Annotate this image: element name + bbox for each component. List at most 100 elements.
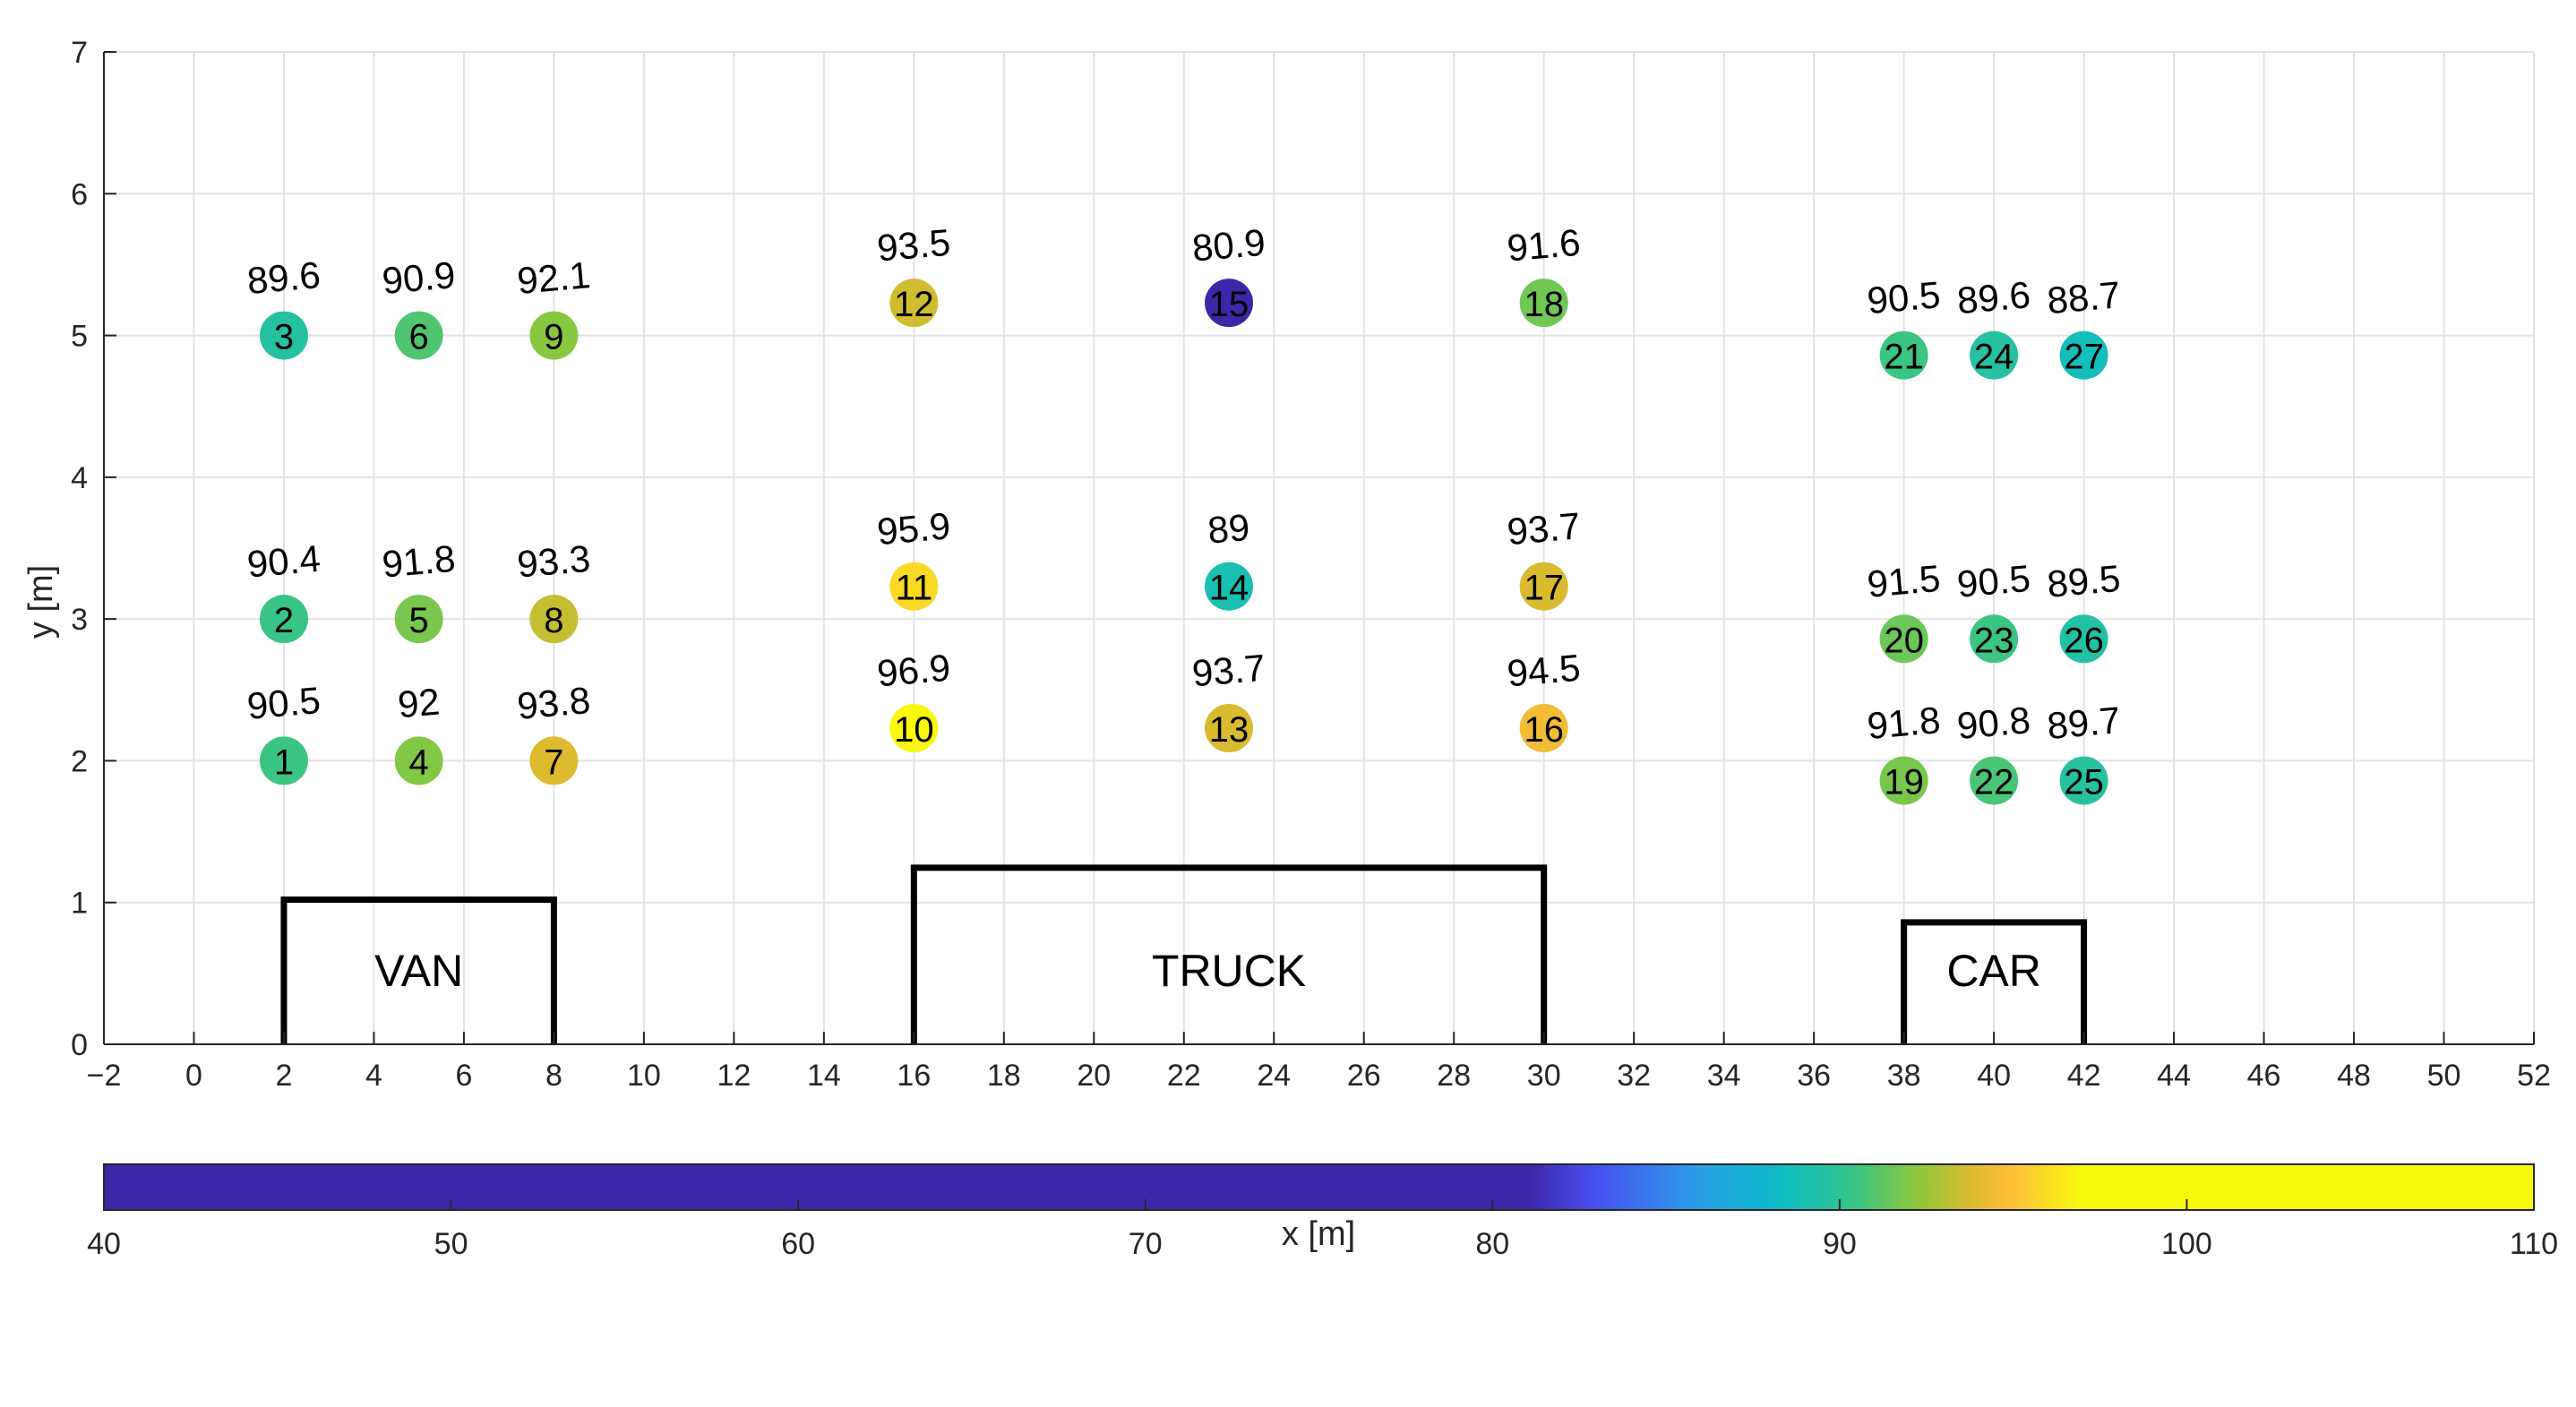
y-tick-label: 0 [71, 1028, 88, 1062]
point-id-label: 27 [2064, 338, 2104, 377]
colorbar-tick-label: 70 [1129, 1227, 1163, 1261]
data-point-14 [1205, 562, 1254, 611]
colorbar-tick-label: 100 [2161, 1227, 2212, 1261]
data-point-12 [889, 279, 939, 328]
point-id-label: 14 [1209, 569, 1249, 608]
data-point-1 [259, 736, 308, 785]
point-value-label: 90.5 [1866, 273, 1943, 322]
point-id-label: 6 [409, 318, 429, 357]
point-id-label: 1 [274, 742, 294, 782]
y-tick-label: 2 [71, 744, 88, 778]
point-value-label: 90.5 [245, 679, 322, 727]
data-point-6 [394, 311, 443, 360]
point-value-label: 94.5 [1506, 647, 1583, 695]
x-tick-label: 22 [1167, 1059, 1201, 1093]
point-id-label: 17 [1524, 569, 1564, 608]
colorbar-tick-label: 110 [2510, 1227, 2558, 1261]
point-value-label: 93.8 [515, 679, 592, 727]
point-value-label: 90.8 [1955, 699, 2032, 747]
x-tick-label: 6 [455, 1059, 472, 1093]
point-value-label: 90.5 [1955, 557, 2032, 605]
point-id-label: 25 [2064, 763, 2104, 802]
data-point-10 [889, 704, 939, 753]
data-point-23 [1970, 614, 2019, 664]
data-point-24 [1970, 330, 2019, 380]
x-tick-label: 14 [807, 1059, 841, 1093]
point-value-label: 89 [1206, 506, 1251, 552]
point-value-label: 93.3 [515, 537, 592, 586]
data-point-5 [394, 595, 443, 644]
point-id-label: 16 [1524, 710, 1564, 750]
data-point-25 [2059, 756, 2108, 805]
y-axis-label: y [m] [22, 565, 60, 639]
x-tick-label: 16 [897, 1059, 931, 1093]
x-tick-label: 24 [1257, 1059, 1291, 1093]
point-id-label: 19 [1884, 763, 1924, 802]
point-value-label: 93.5 [875, 221, 952, 270]
x-tick-label: 50 [2427, 1059, 2461, 1093]
data-point-4 [394, 736, 443, 785]
point-id-label: 23 [1974, 621, 2014, 660]
point-id-label: 26 [2064, 621, 2104, 660]
data-point-3 [259, 311, 308, 360]
point-id-label: 22 [1974, 763, 2014, 802]
point-id-label: 5 [409, 601, 429, 640]
point-id-label: 24 [1974, 338, 2014, 377]
x-tick-label: 48 [2337, 1059, 2371, 1093]
x-tick-label: 32 [1617, 1059, 1651, 1093]
axes: −2 0 2 4 6 8 10 12 14 16 18 20 22 24 26 28 30 32 34 36 38 40 4… [71, 36, 2551, 1093]
point-value-label: 80.9 [1190, 221, 1267, 270]
x-tick-label: 20 [1077, 1059, 1111, 1093]
x-tick-label: 46 [2247, 1059, 2281, 1093]
colorbar-tick-label: 80 [1475, 1227, 1509, 1261]
data-point-15 [1205, 279, 1254, 328]
point-value-label: 90.4 [245, 537, 322, 586]
data-point-13 [1205, 704, 1254, 753]
point-id-label: 10 [894, 710, 934, 750]
point-value-label: 89.7 [2046, 699, 2123, 747]
y-tick-label: 7 [71, 36, 88, 70]
x-tick-label: 30 [1527, 1059, 1561, 1093]
y-tick-label: 1 [71, 887, 88, 921]
point-value-label: 96.9 [875, 647, 952, 695]
point-value-label: 92 [396, 680, 442, 725]
x-tick-label: −2 [87, 1059, 122, 1093]
vehicle-outline-truck [910, 864, 1548, 1044]
x-tick-label: 38 [1887, 1059, 1921, 1093]
data-point-21 [1879, 330, 1928, 380]
point-id-label: 12 [894, 285, 934, 324]
y-tick-label: 6 [71, 177, 88, 211]
point-value-label: 90.9 [381, 253, 458, 302]
colorbar-tick-label: 50 [434, 1227, 468, 1261]
data-point-7 [529, 736, 579, 785]
point-value-label: 91.8 [381, 537, 458, 586]
data-point-2 [259, 595, 308, 644]
colorbar: 40 50 60 70 80 90 100 110 [87, 1163, 2558, 1261]
vehicle-label-van: VAN [374, 946, 463, 996]
colorbar-tick-label: 90 [1823, 1227, 1857, 1261]
x-tick-label: 34 [1707, 1059, 1741, 1093]
x-tick-label: 40 [1977, 1059, 2011, 1093]
point-id-label: 15 [1209, 285, 1249, 324]
data-point-16 [1519, 704, 1568, 753]
x-tick-label: 10 [627, 1059, 661, 1093]
vehicle-label-truck: TRUCK [1152, 946, 1306, 996]
point-id-label: 9 [544, 318, 563, 357]
data-point-20 [1879, 614, 1928, 664]
grid [103, 51, 2535, 1045]
point-id-label: 4 [409, 742, 429, 782]
x-tick-label: 28 [1437, 1059, 1471, 1093]
point-value-label: 92.1 [515, 253, 592, 302]
point-value-label: 91.8 [1866, 699, 1943, 747]
point-value-label: 93.7 [1190, 647, 1267, 695]
x-tick-label: 26 [1347, 1059, 1381, 1093]
point-id-label: 11 [896, 569, 933, 608]
point-value-label: 91.5 [1866, 557, 1943, 605]
x-tick-label: 0 [185, 1059, 202, 1093]
colorbar-bar [103, 1163, 2535, 1211]
point-id-label: 18 [1524, 285, 1564, 324]
x-axis-label: x [m] [1282, 1215, 1355, 1253]
x-tick-label: 42 [2067, 1059, 2101, 1093]
data-point-27 [2059, 330, 2108, 380]
